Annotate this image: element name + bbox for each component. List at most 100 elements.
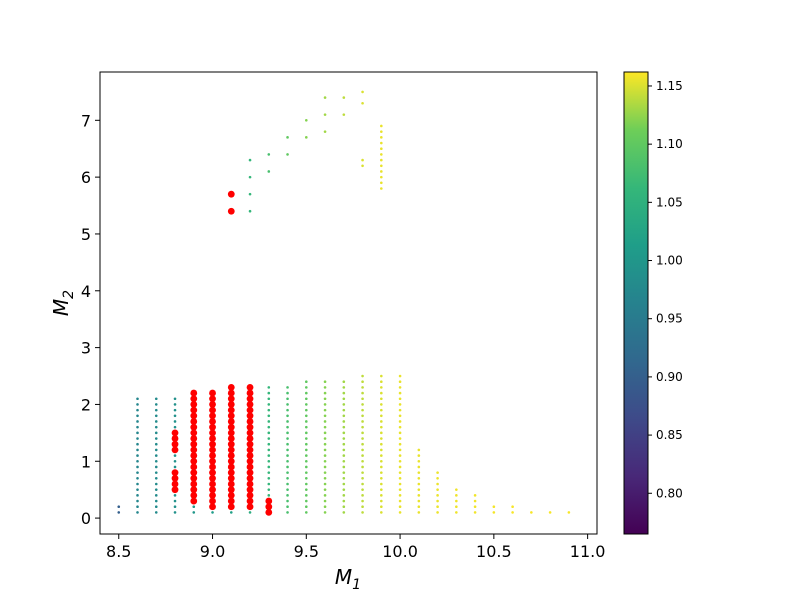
highlight-point <box>246 440 254 448</box>
data-point <box>398 494 402 497</box>
highlight-point <box>171 474 179 482</box>
data-point <box>267 431 271 435</box>
data-point <box>398 386 402 389</box>
data-point <box>473 499 477 503</box>
data-point <box>380 494 383 497</box>
data-point <box>361 482 364 486</box>
data-point <box>267 425 271 429</box>
highlight-point <box>246 480 254 488</box>
highlight-point <box>227 503 235 511</box>
data-point <box>136 459 139 463</box>
highlight-point <box>190 395 198 403</box>
data-point <box>323 420 327 423</box>
data-point <box>398 465 402 469</box>
data-point <box>398 397 402 401</box>
data-point <box>286 505 289 509</box>
data-point <box>380 482 383 486</box>
highlight-point <box>246 457 254 465</box>
data-point <box>286 442 289 446</box>
data-point <box>398 442 402 446</box>
data-point <box>380 136 383 139</box>
data-point <box>342 442 346 446</box>
data-point <box>305 499 308 503</box>
highlight-point <box>227 429 235 437</box>
data-point <box>136 494 139 497</box>
data-point <box>173 459 177 463</box>
data-point <box>323 391 327 395</box>
data-point <box>398 391 402 395</box>
highlight-point <box>190 406 198 414</box>
data-point <box>305 511 308 514</box>
data-point <box>154 448 158 452</box>
data-point <box>286 465 289 469</box>
data-point <box>398 482 402 486</box>
data-point <box>342 420 346 423</box>
data-point <box>455 499 458 503</box>
data-point <box>323 499 327 503</box>
data-point <box>154 482 158 486</box>
data-point <box>380 471 383 474</box>
data-point <box>361 442 364 446</box>
data-point <box>417 471 421 474</box>
highlight-point <box>246 452 254 459</box>
highlight-point <box>246 406 254 414</box>
data-point <box>361 380 364 384</box>
data-point <box>473 505 477 509</box>
data-point <box>380 465 383 469</box>
highlight-point <box>209 491 216 499</box>
y-tick-label: 5 <box>81 225 91 244</box>
data-point <box>361 511 364 514</box>
data-point <box>398 437 402 440</box>
highlight-point <box>190 457 198 465</box>
highlight-point <box>190 463 198 471</box>
data-point <box>455 494 458 497</box>
data-point <box>342 494 346 497</box>
colorbar-tick-label: 1.15 <box>656 79 683 93</box>
data-point <box>267 465 271 469</box>
data-point <box>380 374 383 378</box>
data-point <box>417 459 421 463</box>
data-point <box>361 494 364 497</box>
data-point <box>361 403 364 406</box>
data-point <box>398 431 402 435</box>
data-point <box>342 437 346 440</box>
data-point <box>361 408 364 412</box>
data-point <box>323 459 327 463</box>
data-point <box>154 437 158 440</box>
data-point <box>305 505 308 509</box>
x-axis: 8.5 9.0 9.5 10.0 10.5 11.0 <box>106 534 605 561</box>
data-point <box>380 408 383 412</box>
highlight-point <box>190 497 198 505</box>
highlight-point <box>227 435 235 442</box>
data-point <box>342 471 346 474</box>
data-point <box>342 96 346 99</box>
data-point <box>136 408 139 412</box>
data-point <box>136 437 139 440</box>
data-point <box>342 397 346 401</box>
highlight-point <box>190 440 198 448</box>
data-point <box>567 511 571 514</box>
data-point <box>380 488 383 491</box>
y-tick-label: 1 <box>81 452 91 471</box>
data-point <box>436 471 439 474</box>
data-point <box>455 511 458 514</box>
data-point <box>286 488 289 491</box>
highlight-point <box>246 446 254 454</box>
highlight-point <box>227 383 235 391</box>
data-point <box>323 408 327 412</box>
data-point <box>173 397 177 401</box>
highlight-point <box>209 429 216 437</box>
data-point <box>136 397 139 401</box>
data-point <box>323 96 327 99</box>
data-point <box>136 499 139 503</box>
highlight-point <box>227 401 235 408</box>
plot-area <box>117 90 571 516</box>
data-point <box>305 482 308 486</box>
highlight-point <box>246 503 254 511</box>
data-point <box>267 437 271 440</box>
data-point <box>305 431 308 435</box>
data-point <box>154 425 158 429</box>
highlight-point <box>209 412 216 420</box>
data-point <box>173 505 177 509</box>
data-point <box>286 414 289 418</box>
